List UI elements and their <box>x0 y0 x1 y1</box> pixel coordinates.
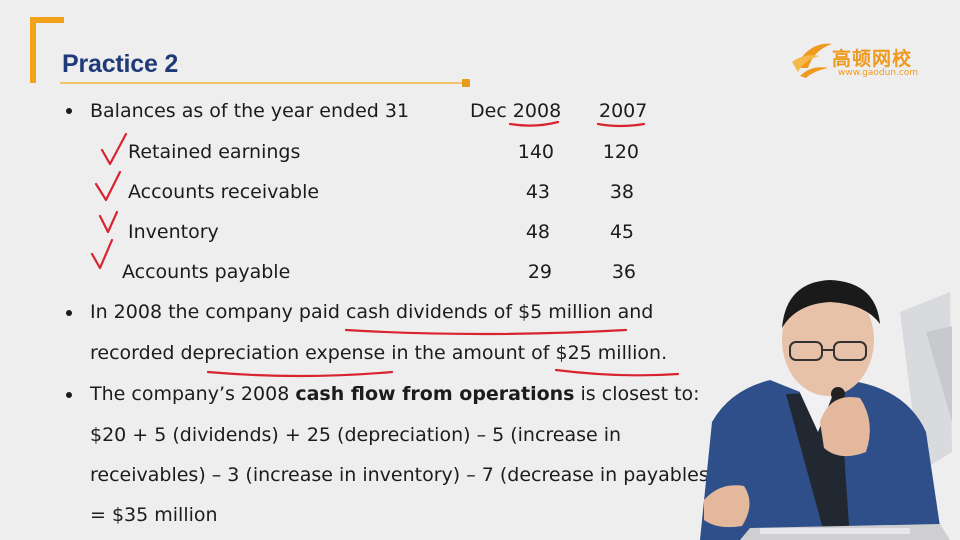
solution-line-3: = $35 million <box>90 504 218 526</box>
logo-text: 高顿网校 <box>832 48 913 70</box>
row-label-accounts-payable: Accounts payable <box>122 261 291 283</box>
bullet-dot <box>66 108 72 114</box>
balances-intro: Balances as of the year ended 31 <box>90 100 410 122</box>
row-label-inventory: Inventory <box>128 221 219 243</box>
gaodun-logo-icon <box>792 43 832 78</box>
value-2007: 38 <box>609 181 634 203</box>
column-header-2008: Dec 2008 <box>470 100 562 122</box>
question-emphasis: cash flow from operations <box>295 383 575 405</box>
checkmark-icon <box>100 132 128 166</box>
solution-line-2: receivables) – 3 (increase in inventory)… <box>90 464 717 486</box>
checkmark-icon <box>94 170 122 202</box>
row-label-accounts-receivable: Accounts receivable <box>128 181 320 203</box>
underline-2008 <box>508 120 560 127</box>
value-2008: 140 <box>517 141 554 163</box>
presenter-video <box>700 280 952 540</box>
value-2007: 45 <box>609 221 634 243</box>
question-line: The company’s 2008 cash flow from operat… <box>90 385 700 404</box>
value-2007: 120 <box>602 141 639 163</box>
underline-2007 <box>596 122 646 128</box>
bullet-dot <box>66 392 72 398</box>
gaodun-logo: 高顿网校 www.gaodun.com <box>790 38 920 80</box>
value-2008: 29 <box>527 261 552 283</box>
question-tail: is closest to: <box>574 383 700 405</box>
value-2008: 48 <box>525 221 550 243</box>
question-lead: The company’s 2008 <box>90 383 296 405</box>
dividends-line-1: In 2008 the company paid cash dividends … <box>90 301 654 323</box>
solution-line-1: $20 + 5 (dividends) + 25 (depreciation) … <box>90 424 622 446</box>
value-2008: 43 <box>525 181 550 203</box>
title-underline <box>60 82 464 84</box>
row-label-retained-earnings: Retained earnings <box>128 141 301 163</box>
checkmark-icon <box>98 210 119 234</box>
logo-url: www.gaodun.com <box>838 68 919 78</box>
column-header-2007: 2007 <box>599 100 648 122</box>
underline-dividends <box>344 328 628 336</box>
underline-depreciation <box>206 370 394 378</box>
title-bracket <box>30 17 64 83</box>
bullet-dot <box>66 310 72 316</box>
checkmark-icon <box>90 238 114 270</box>
dividends-line-2: recorded depreciation expense in the amo… <box>90 342 668 364</box>
underline-amount <box>554 368 680 377</box>
value-2007: 36 <box>611 261 636 283</box>
slide-title: Practice 2 <box>62 50 179 78</box>
title-underline-dot <box>462 79 470 87</box>
